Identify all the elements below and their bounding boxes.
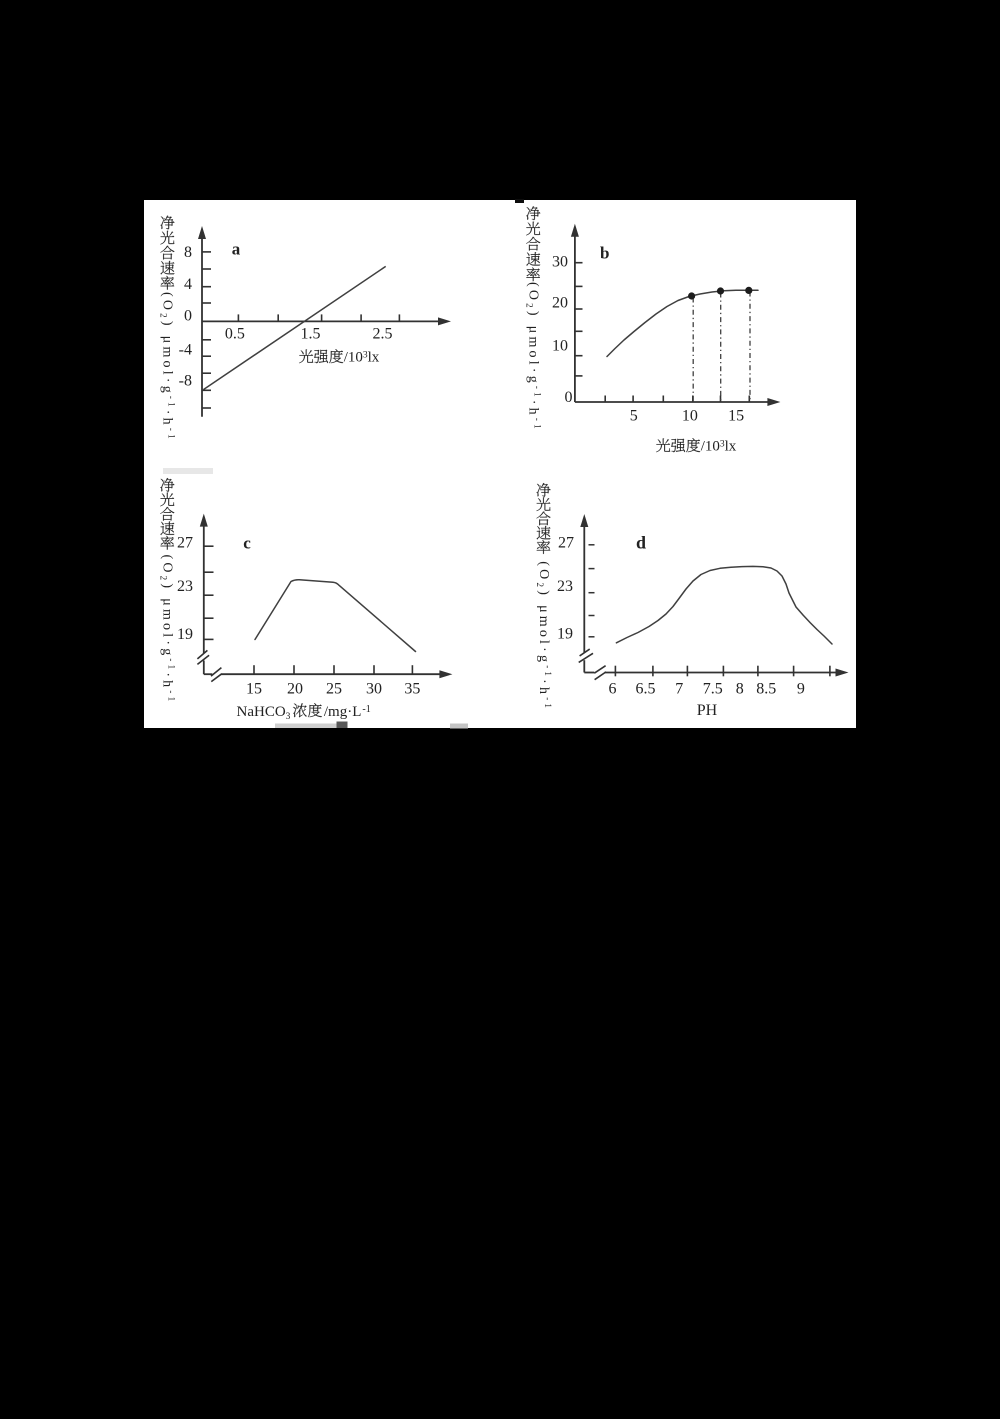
svg-text:27: 27	[177, 535, 193, 552]
svg-text:/mg·L-1: /mg·L-1	[324, 704, 371, 720]
svg-text:-4: -4	[179, 342, 192, 359]
svg-text:27: 27	[558, 535, 574, 552]
svg-text:23: 23	[177, 578, 193, 595]
svg-text:0.5: 0.5	[225, 326, 245, 343]
svg-text:8: 8	[184, 244, 192, 261]
svg-text:7.5: 7.5	[703, 681, 723, 698]
svg-text:30: 30	[552, 254, 568, 271]
svg-text:5: 5	[630, 408, 638, 425]
svg-text:b: b	[600, 244, 609, 263]
svg-text:c: c	[243, 534, 251, 553]
svg-text:a: a	[232, 240, 241, 259]
svg-text:d: d	[636, 532, 646, 552]
svg-text:1.5: 1.5	[301, 326, 321, 343]
svg-text:30: 30	[366, 681, 382, 698]
svg-text:PH: PH	[697, 702, 718, 719]
svg-text:9: 9	[797, 681, 805, 698]
svg-text:7: 7	[675, 681, 683, 698]
svg-text:15: 15	[728, 408, 744, 425]
svg-text:6.5: 6.5	[636, 681, 656, 698]
svg-text:0: 0	[184, 308, 192, 325]
svg-text:10: 10	[682, 408, 698, 425]
svg-text:10: 10	[552, 338, 568, 355]
svg-text:20: 20	[287, 681, 303, 698]
svg-text:20: 20	[552, 295, 568, 312]
svg-text:19: 19	[557, 625, 573, 642]
svg-text:-8: -8	[179, 373, 192, 390]
svg-text:35: 35	[404, 681, 420, 698]
svg-text:4: 4	[184, 276, 192, 293]
svg-text:0: 0	[565, 389, 573, 406]
svg-text:8: 8	[736, 681, 744, 698]
svg-text:6: 6	[609, 681, 617, 698]
svg-text:23: 23	[557, 578, 573, 595]
svg-text:/103lx: /103lx	[344, 350, 380, 366]
svg-text:2.5: 2.5	[373, 326, 393, 343]
svg-text:8.5: 8.5	[756, 681, 776, 698]
svg-text:25: 25	[326, 681, 342, 698]
svg-text:15: 15	[246, 681, 262, 698]
svg-text:19: 19	[177, 626, 193, 643]
svg-text:NaHCO3: NaHCO3	[237, 704, 291, 722]
svg-text:/103lx: /103lx	[701, 439, 737, 455]
